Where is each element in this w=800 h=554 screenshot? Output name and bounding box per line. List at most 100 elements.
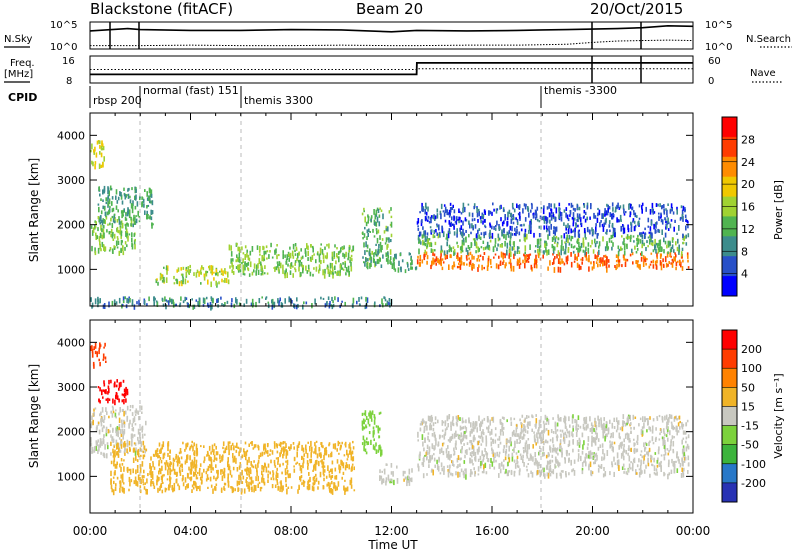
data-point [315,473,317,477]
data-point [237,257,240,263]
data-point [366,249,368,253]
data-point [271,304,274,310]
data-point [672,211,675,215]
colorbar-tick-label: 8 [741,245,748,258]
data-point [263,255,265,261]
data-point [542,446,545,452]
data-point [247,261,250,266]
data-point [500,422,503,426]
data-point [458,219,460,224]
noise-left-label: N.Sky [4,34,32,45]
data-point [641,205,643,210]
data-point [565,473,567,478]
data-point [535,423,537,429]
data-point [453,453,455,456]
data-point [576,262,579,268]
colorbar-tick-label: -15 [741,420,759,433]
data-point [280,262,282,269]
data-point [520,428,523,434]
data-point [471,254,473,260]
y-tick-label: 3000 [57,174,85,187]
noise-panel: N.Sky 10^5 10^0 10^5 10^0 N.Search [4,20,792,53]
data-point [381,470,383,473]
data-point [539,419,541,423]
data-point [195,464,198,469]
data-point [592,424,594,431]
data-point [467,203,470,206]
data-point [118,387,120,391]
data-point [552,230,555,235]
data-point [94,220,96,223]
data-point [429,422,432,426]
noise-left-tick-bottom: 10^0 [50,42,77,53]
data-point [623,243,626,250]
data-point [671,237,674,243]
data-point [210,484,213,488]
data-point [453,261,455,266]
data-point [418,248,420,255]
data-point [361,442,364,446]
data-point [113,445,116,448]
data-point [628,438,631,443]
data-point [585,251,587,258]
data-point [474,437,476,441]
data-point [342,247,344,251]
data-point [146,197,149,201]
data-point [347,257,349,261]
data-point [598,257,601,264]
data-point [638,217,641,220]
data-point [304,248,307,254]
data-point [236,442,238,449]
data-point [196,485,198,492]
data-point [93,408,95,412]
data-point [113,480,115,485]
data-point [460,245,463,252]
data-point [515,427,518,433]
data-point [306,486,309,490]
data-point [524,447,527,453]
data-point [141,411,143,414]
data-point [282,269,284,274]
data-point [631,466,634,472]
data-point [115,240,118,247]
data-point [350,254,353,258]
data-point [203,445,205,448]
data-point [112,218,115,223]
data-point [229,265,231,269]
data-point [584,254,587,258]
data-point [545,225,548,230]
data-point [318,254,321,258]
data-point [364,442,366,447]
data-point [501,244,503,248]
data-point [247,268,250,272]
data-point [130,479,133,483]
data-point [543,250,545,255]
data-point [216,476,219,480]
data-point [417,234,420,240]
data-point [434,445,436,450]
data-point [557,266,560,273]
data-point [96,235,99,240]
data-point [323,454,325,461]
data-point [261,265,263,272]
data-point [638,468,641,471]
data-point [140,478,142,485]
data-point [107,391,109,395]
data-point [194,472,196,476]
data-point [136,301,138,305]
data-point [682,430,685,435]
data-point [111,405,114,408]
data-point [589,216,591,220]
data-point [571,204,574,208]
data-point [172,465,175,471]
data-point [592,437,595,443]
power-colorbar-label: Power [dB] [772,180,785,240]
data-point [665,262,668,268]
data-point [495,263,498,269]
data-point [581,450,584,455]
nave-series [90,68,693,70]
data-point [532,214,535,219]
data-point [455,415,458,420]
data-point [681,209,684,215]
data-point [193,442,195,447]
